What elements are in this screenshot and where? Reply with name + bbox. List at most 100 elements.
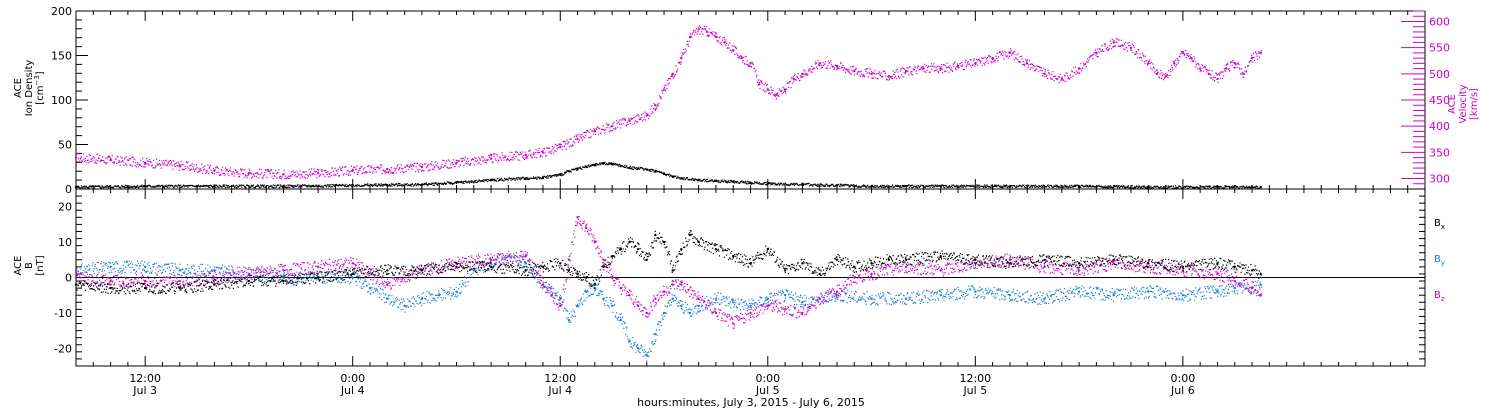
by-series-point (870, 297, 873, 300)
by-series-point (697, 304, 700, 308)
y-axis-label-line: [nT] (35, 255, 46, 275)
bz-series-point (524, 255, 527, 258)
bz-series-point (749, 311, 752, 315)
x-tick-label-time: 12:00 (129, 372, 161, 385)
velocity-series (74, 25, 1262, 180)
by-series-point (749, 304, 752, 308)
x-tick-label-date: Jul 5 (962, 384, 987, 397)
y-tick-label: 10 (58, 236, 72, 249)
bz-series-point (576, 216, 579, 219)
y-axis-label-line: Ion Density (24, 60, 35, 117)
by-series-point (1181, 294, 1185, 297)
y-axis-label-2: ACE B [nT] (13, 255, 46, 275)
bx-series-point (1233, 265, 1236, 269)
velocity-series-point (792, 77, 795, 81)
by-series-point (732, 301, 735, 304)
bx-series-point (455, 265, 458, 269)
legend-by: By (1434, 254, 1445, 267)
velocity-series-point (74, 156, 78, 159)
velocity-series-point (801, 72, 804, 76)
by-series-point (1147, 290, 1150, 293)
y2-axis-label-line: ACE (1447, 94, 1458, 114)
bz-series-point (610, 276, 614, 279)
bx-series-point (974, 258, 977, 261)
legend-bz: Bz (1434, 290, 1445, 303)
velocity-series-point (1026, 62, 1029, 65)
bz-series-point (628, 294, 631, 297)
bx-series-point (688, 233, 692, 237)
velocity-series-point (316, 172, 320, 175)
bx-series-point (818, 272, 821, 276)
y2-tick-label: 550 (1429, 42, 1450, 55)
y-axis-label-line: ACE (13, 256, 24, 276)
y2-tick-label: 350 (1429, 146, 1450, 159)
velocity-series-point (593, 130, 597, 133)
bx-series-point (671, 269, 674, 272)
bx-series-trace (76, 230, 1262, 295)
y-axis-label-line: ACE (13, 78, 24, 98)
density-series-trace (76, 161, 1262, 190)
bz-series-point (584, 226, 588, 230)
x-tick-label-date: Jul 6 (1170, 384, 1195, 397)
bz-series-point (109, 279, 112, 283)
y-axis-label-line: [cm−3] (33, 71, 46, 104)
by-series-point (714, 297, 718, 300)
by-series (74, 250, 1262, 362)
bx-series-point (904, 258, 908, 261)
bz-series-point (213, 276, 216, 279)
bx-series-point (680, 247, 683, 251)
bx-series-point (645, 258, 648, 261)
bz-series-point (1077, 269, 1081, 272)
velocity-series-point (1043, 72, 1046, 76)
bz-series-point (654, 297, 657, 300)
bx-series-point (213, 283, 216, 286)
bz-series-point (143, 279, 147, 283)
y2-tick-label: 400 (1429, 120, 1450, 133)
by-series-point (1233, 286, 1236, 290)
y-tick-label: 20 (58, 201, 72, 214)
bz-series-point (602, 258, 605, 261)
bz-series-point (1216, 272, 1219, 276)
bx-series-point (316, 276, 320, 279)
velocity-series-point (386, 167, 389, 171)
velocity-series-point (654, 104, 657, 107)
x-tick-label-date: Jul 4 (340, 384, 365, 397)
bx-series-point (1181, 265, 1185, 269)
bx-series-point (939, 255, 942, 258)
velocity-series-point (420, 165, 424, 169)
bx-series-point (654, 233, 657, 237)
velocity-series-point (1112, 41, 1115, 44)
velocity-series-point (835, 64, 839, 68)
bx-series-point (783, 269, 787, 272)
bz-series-trace (76, 216, 1262, 329)
bz-series-point (489, 258, 493, 261)
velocity-series-point (714, 35, 718, 39)
by-series-point (109, 265, 112, 269)
bx-series-point (1147, 262, 1150, 265)
by-series-point (1043, 297, 1046, 300)
velocity-series-point (1224, 67, 1228, 70)
by-series-point (654, 332, 657, 336)
by-series-point (939, 294, 942, 297)
bx-series-point (835, 258, 839, 261)
y2-tick-label: 600 (1429, 15, 1450, 28)
x-tick-label-time: 12:00 (544, 372, 576, 385)
bz-series-point (732, 322, 735, 325)
y-tick-label: 0 (65, 183, 72, 196)
bx-series-point (386, 269, 389, 272)
x-tick-label-time: 0:00 (755, 372, 780, 385)
x-tick-label-date: Jul 4 (547, 384, 572, 397)
y-tick-label: 0 (65, 272, 72, 285)
density-series (74, 161, 1262, 190)
bz-series-point (1008, 258, 1012, 261)
bz-series-point (567, 258, 571, 261)
y2-tick-label: 500 (1429, 68, 1450, 81)
bx-series-point (714, 247, 718, 251)
x-tick-label-date: Jul 5 (755, 384, 780, 397)
y2-axis-label-line: [km/s] (1469, 88, 1480, 120)
velocity-series-point (749, 62, 752, 65)
velocity-series-point (1173, 62, 1176, 65)
x-tick-label-time: 0:00 (340, 372, 365, 385)
velocity-series-trace (76, 25, 1262, 180)
